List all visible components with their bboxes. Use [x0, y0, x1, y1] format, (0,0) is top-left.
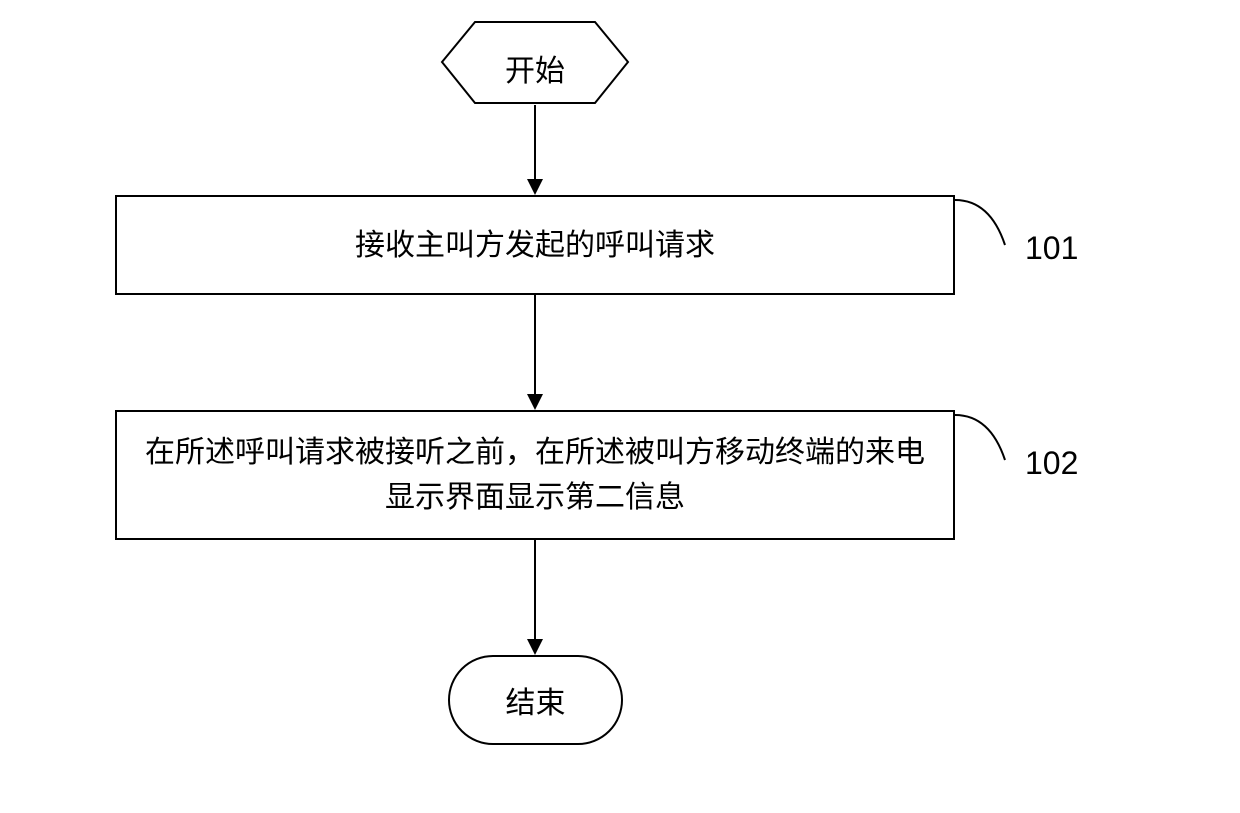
process-box-102: 在所述呼叫请求被接听之前，在所述被叫方移动终端的来电显示界面显示第二信息 [115, 410, 955, 540]
process-102-text: 在所述呼叫请求被接听之前，在所述被叫方移动终端的来电显示界面显示第二信息 [137, 430, 933, 520]
leader-101 [955, 195, 1025, 255]
step-label-102: 102 [1025, 445, 1078, 482]
process-101-text: 接收主叫方发起的呼叫请求 [355, 223, 715, 268]
start-node: 开始 [440, 20, 630, 105]
step-label-101: 101 [1025, 230, 1078, 267]
leader-102 [955, 410, 1025, 470]
end-label: 结束 [506, 678, 566, 722]
flowchart-container: 开始 接收主叫方发起的呼叫请求 101 在所述呼叫请求被接听之前，在所述被叫方移… [0, 0, 1240, 813]
start-label: 开始 [440, 46, 630, 90]
process-box-101: 接收主叫方发起的呼叫请求 [115, 195, 955, 295]
end-node: 结束 [448, 655, 623, 745]
